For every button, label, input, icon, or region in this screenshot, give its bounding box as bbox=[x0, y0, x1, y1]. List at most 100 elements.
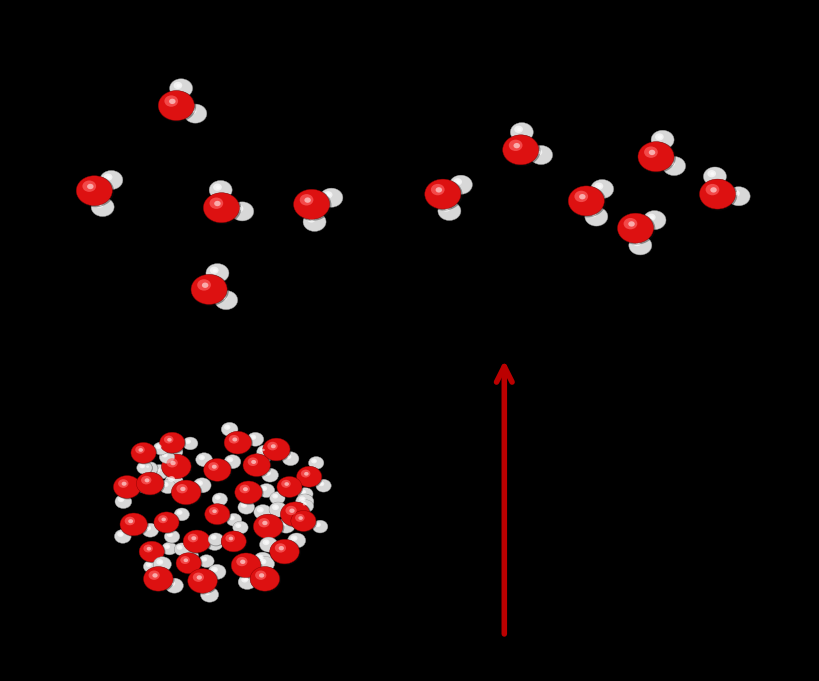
Circle shape bbox=[597, 185, 601, 188]
Circle shape bbox=[158, 516, 168, 523]
Circle shape bbox=[424, 179, 462, 210]
Circle shape bbox=[76, 176, 114, 207]
Circle shape bbox=[280, 502, 311, 528]
Circle shape bbox=[265, 541, 268, 544]
Circle shape bbox=[272, 494, 278, 498]
Circle shape bbox=[250, 567, 281, 592]
Circle shape bbox=[650, 130, 673, 149]
Circle shape bbox=[240, 560, 245, 564]
Circle shape bbox=[91, 197, 114, 217]
Circle shape bbox=[298, 496, 305, 502]
Circle shape bbox=[153, 442, 169, 456]
Circle shape bbox=[215, 291, 238, 311]
Circle shape bbox=[115, 494, 132, 509]
Circle shape bbox=[167, 533, 173, 537]
Circle shape bbox=[617, 213, 654, 244]
Circle shape bbox=[161, 454, 191, 479]
Circle shape bbox=[159, 479, 177, 494]
Circle shape bbox=[143, 567, 174, 592]
Circle shape bbox=[142, 484, 145, 486]
Circle shape bbox=[170, 79, 193, 99]
Circle shape bbox=[210, 567, 218, 573]
Circle shape bbox=[209, 180, 233, 200]
Circle shape bbox=[221, 531, 246, 552]
Circle shape bbox=[213, 569, 216, 571]
Circle shape bbox=[82, 180, 96, 192]
Circle shape bbox=[164, 484, 167, 486]
Circle shape bbox=[137, 462, 152, 475]
Circle shape bbox=[158, 91, 194, 121]
Circle shape bbox=[662, 157, 685, 176]
Circle shape bbox=[299, 194, 313, 206]
Circle shape bbox=[453, 178, 461, 185]
Circle shape bbox=[224, 431, 251, 454]
Circle shape bbox=[455, 180, 459, 184]
Circle shape bbox=[196, 453, 213, 467]
Circle shape bbox=[152, 573, 157, 577]
Circle shape bbox=[308, 456, 324, 469]
Circle shape bbox=[203, 558, 206, 560]
Circle shape bbox=[226, 426, 229, 428]
Circle shape bbox=[254, 505, 273, 520]
Circle shape bbox=[139, 541, 165, 563]
Circle shape bbox=[250, 567, 279, 591]
Circle shape bbox=[253, 452, 270, 466]
Circle shape bbox=[261, 469, 278, 482]
Circle shape bbox=[707, 170, 715, 177]
Circle shape bbox=[313, 460, 315, 462]
Circle shape bbox=[164, 95, 178, 107]
Circle shape bbox=[253, 552, 272, 568]
Circle shape bbox=[502, 135, 540, 166]
Circle shape bbox=[170, 79, 192, 98]
Circle shape bbox=[215, 186, 220, 189]
Circle shape bbox=[161, 542, 177, 555]
Circle shape bbox=[131, 443, 156, 463]
Circle shape bbox=[185, 439, 191, 444]
Circle shape bbox=[191, 109, 195, 112]
Circle shape bbox=[291, 511, 315, 531]
Circle shape bbox=[203, 458, 231, 481]
Circle shape bbox=[183, 530, 211, 554]
Circle shape bbox=[117, 532, 124, 537]
Circle shape bbox=[221, 531, 247, 553]
Circle shape bbox=[180, 487, 185, 491]
Circle shape bbox=[269, 539, 299, 564]
Circle shape bbox=[142, 523, 158, 537]
Circle shape bbox=[167, 438, 171, 441]
Circle shape bbox=[171, 480, 202, 506]
Circle shape bbox=[733, 192, 737, 195]
Circle shape bbox=[197, 575, 201, 580]
Circle shape bbox=[449, 175, 473, 195]
Circle shape bbox=[188, 107, 197, 114]
Circle shape bbox=[666, 159, 674, 167]
Circle shape bbox=[139, 481, 146, 487]
Circle shape bbox=[283, 522, 286, 525]
Circle shape bbox=[147, 547, 151, 550]
Circle shape bbox=[201, 587, 219, 603]
Circle shape bbox=[139, 541, 164, 562]
Circle shape bbox=[145, 526, 151, 530]
Circle shape bbox=[668, 161, 672, 165]
Circle shape bbox=[241, 577, 248, 582]
Circle shape bbox=[301, 498, 304, 501]
Circle shape bbox=[176, 553, 202, 575]
Circle shape bbox=[176, 553, 201, 573]
Circle shape bbox=[308, 456, 324, 470]
Circle shape bbox=[168, 476, 174, 482]
Circle shape bbox=[224, 455, 242, 469]
Circle shape bbox=[238, 575, 256, 590]
Circle shape bbox=[165, 578, 183, 593]
Circle shape bbox=[221, 422, 238, 437]
Circle shape bbox=[153, 557, 171, 572]
Circle shape bbox=[430, 184, 444, 195]
Circle shape bbox=[170, 582, 174, 585]
Circle shape bbox=[215, 495, 220, 500]
Circle shape bbox=[182, 548, 199, 563]
Circle shape bbox=[147, 527, 150, 530]
Circle shape bbox=[437, 202, 461, 221]
Circle shape bbox=[731, 190, 739, 197]
Circle shape bbox=[258, 518, 269, 527]
Circle shape bbox=[726, 187, 750, 207]
Circle shape bbox=[164, 530, 180, 543]
Circle shape bbox=[203, 193, 241, 224]
